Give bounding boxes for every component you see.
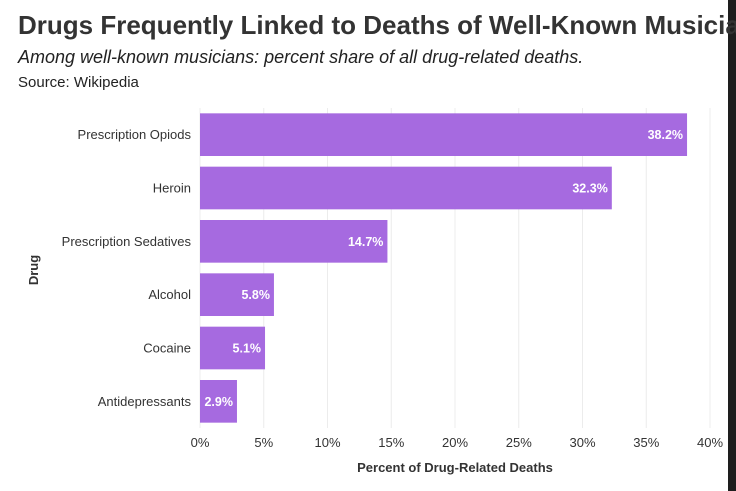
x-tick-label: 10% <box>314 435 340 450</box>
bar[interactable] <box>200 113 688 156</box>
y-axis-label: Drug <box>26 255 41 285</box>
x-tick-label: 35% <box>633 435 659 450</box>
x-tick-label: 20% <box>442 435 468 450</box>
bar-data-label: 5.8% <box>241 288 270 302</box>
category-label: Cocaine <box>143 341 191 356</box>
gridlines <box>199 108 711 428</box>
x-tick-labels: 0% 5% 10% 15% 20% 25% 30% 35% 40% <box>191 435 724 450</box>
x-tick-label: 5% <box>254 435 273 450</box>
bar[interactable] <box>200 166 612 210</box>
bar[interactable] <box>200 380 237 423</box>
category-label: Heroin <box>153 181 191 196</box>
category-label: Prescription Sedatives <box>62 234 192 249</box>
x-tick-label: 25% <box>506 435 532 450</box>
bar-data-label: 2.9% <box>204 395 233 409</box>
category-label: Alcohol <box>148 287 191 302</box>
bar[interactable] <box>200 326 266 370</box>
bars: 38.2% 32.3% 14.7% 5.8% 5.1% 2.9% <box>200 113 688 423</box>
category-label: Antidepressants <box>98 394 192 409</box>
bar[interactable] <box>200 273 274 316</box>
chart-subtitle: Among well-known musicians: percent shar… <box>18 47 584 67</box>
category-labels: Prescription Opiods Heroin Prescription Se… <box>62 127 192 409</box>
chart-source: Source: Wikipedia <box>18 74 139 91</box>
x-tick-label: 0% <box>191 435 210 450</box>
category-label: Prescription Opiods <box>78 127 192 142</box>
x-axis-label: Percent of Drug-Related Deaths <box>357 460 553 475</box>
x-tick-label: 30% <box>569 435 595 450</box>
bar-data-label: 14.7% <box>348 235 383 249</box>
bar-data-label: 32.3% <box>572 182 607 196</box>
bar[interactable] <box>200 220 388 263</box>
chart-title: Drugs Frequently Linked to Deaths of Wel… <box>18 10 736 40</box>
x-tick-label: 15% <box>378 435 404 450</box>
bar-data-label: 38.2% <box>648 128 683 142</box>
x-tick-label: 40% <box>697 435 723 450</box>
bar-data-label: 5.1% <box>233 342 262 356</box>
